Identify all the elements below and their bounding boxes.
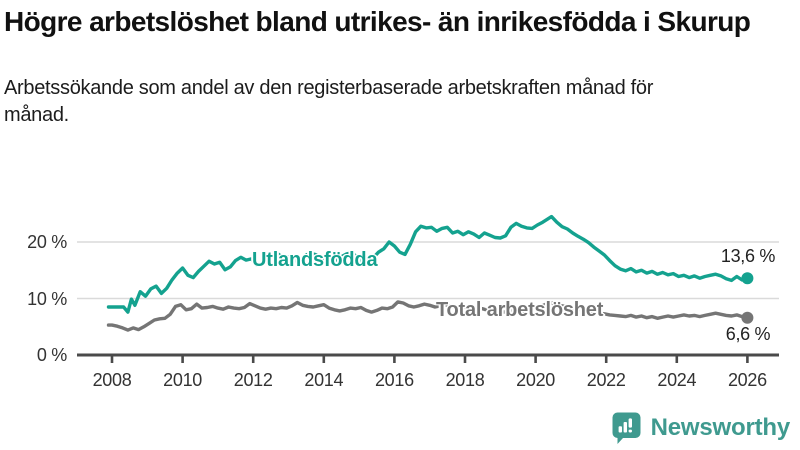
x-tick-label: 2014 — [304, 370, 344, 390]
x-tick-label: 2018 — [445, 370, 485, 390]
x-tick-label: 2008 — [92, 370, 132, 390]
x-tick-label: 2010 — [163, 370, 203, 390]
gridlines — [77, 241, 779, 300]
x-tick-label: 2012 — [233, 370, 273, 390]
x-tick-label: 2024 — [657, 370, 697, 390]
end-value-label-utlandsfodda: 13,6 % — [720, 246, 776, 266]
x-tick-label: 2026 — [727, 370, 767, 390]
x-axis-ticks — [110, 355, 749, 363]
chart-title: Högre arbetslöshet bland utrikes- än inr… — [4, 6, 751, 37]
newsworthy-logo[interactable]: Newsworthy — [611, 411, 790, 445]
series-endpoint-total-arbetsloshet — [741, 311, 754, 324]
x-tick-label: 2016 — [374, 370, 414, 390]
y-tick-label: 10 % — [27, 288, 67, 309]
x-tick-label: 2020 — [516, 370, 556, 390]
series-line-utlandsfodda — [106, 214, 750, 314]
series-endpoint-utlandsfodda — [741, 272, 754, 285]
series-line-total-arbetsloshet — [106, 300, 750, 332]
x-tick-label: 2022 — [586, 370, 626, 390]
bar-chart-speech-bubble-icon — [612, 412, 641, 444]
end-value-label-total-arbetsloshet: 6,6 % — [725, 324, 771, 344]
series-label-utlandsfodda: Utlandsfödda — [252, 249, 378, 271]
chart-header: Högre arbetslöshet bland utrikes- än inr… — [0, 0, 798, 129]
chart-subtitle: Arbetssökande som andel av den registerb… — [4, 77, 654, 126]
y-tick-label: 0 % — [36, 345, 67, 365]
series-label-total-arbetsloshet: Total arbetslöshet — [436, 299, 604, 321]
newsworthy-wordmark: Newsworthy — [650, 414, 791, 441]
y-tick-label: 20 % — [27, 232, 67, 252]
